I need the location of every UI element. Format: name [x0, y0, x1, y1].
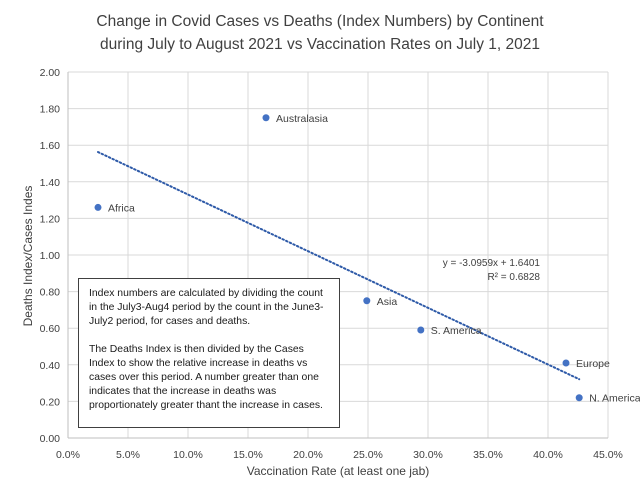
trendline: [97, 151, 581, 381]
chart-title-line-2: during July to August 2021 vs Vaccinatio…: [99, 36, 541, 53]
data-point: [94, 203, 102, 211]
data-label: Australasia: [276, 113, 328, 125]
y-tick-label: 0.60: [40, 323, 61, 335]
y-tick-label: 0.20: [40, 396, 61, 408]
x-tick-label: 25.0%: [353, 449, 383, 461]
data-point: [363, 297, 371, 305]
y-tick-label: 2.00: [40, 67, 61, 79]
data-point: [417, 326, 425, 334]
x-tick-label: 5.0%: [116, 449, 140, 461]
trendline-line: [97, 151, 581, 381]
data-points: Africa Australasia Asia S. America Europe N. …: [94, 113, 640, 405]
x-tick-label: 30.0%: [413, 449, 443, 461]
y-tick-label: 1.40: [40, 177, 61, 189]
data-label: Africa: [108, 202, 135, 214]
data-label: S. America: [431, 325, 482, 337]
data-point: [575, 394, 583, 402]
annotation-box: Index numbers are calculated by dividing…: [78, 278, 340, 428]
y-tick-label: 0.40: [40, 360, 61, 372]
data-point: [562, 359, 570, 367]
y-axis-title: Deaths Index/Cases Indes: [21, 186, 35, 327]
x-axis-title: Vaccination Rate (at least one jab): [247, 464, 430, 478]
data-label: Asia: [377, 296, 398, 308]
trendline-r-squared: R² = 0.6828: [487, 272, 540, 283]
x-tick-label: 15.0%: [233, 449, 263, 461]
x-tick-label: 0.0%: [56, 449, 80, 461]
x-tick-label: 35.0%: [473, 449, 503, 461]
y-tick-label: 1.00: [40, 250, 61, 262]
y-tick-label: 1.20: [40, 213, 61, 225]
gridlines: [68, 71, 609, 438]
y-tick-label: 1.80: [40, 104, 61, 116]
y-tick-label: 0.80: [40, 287, 61, 299]
x-tick-label: 40.0%: [533, 449, 563, 461]
x-tick-label: 20.0%: [293, 449, 323, 461]
data-label: Europe: [576, 358, 610, 370]
annotation-paragraph-1: Index numbers are calculated by dividing…: [89, 288, 324, 327]
x-tick-label: 10.0%: [173, 449, 203, 461]
y-tick-label: 1.60: [40, 140, 61, 152]
chart-title-line-1: Change in Covid Cases vs Deaths (Index N…: [96, 13, 544, 30]
x-tick-label: 45.0%: [593, 449, 623, 461]
trendline-equation: y = -3.0959x + 1.6401: [442, 258, 540, 269]
y-tick-label: 0.00: [40, 433, 61, 445]
axes: 0.00 0.20 0.40 0.60 0.80 1.00 1.20 1.40 1.60 1.80…: [40, 67, 623, 461]
annotation-paragraph-2: The Deaths Index is then divided by the …: [89, 344, 323, 411]
data-point: [262, 114, 270, 122]
data-label: N. America: [589, 393, 640, 405]
